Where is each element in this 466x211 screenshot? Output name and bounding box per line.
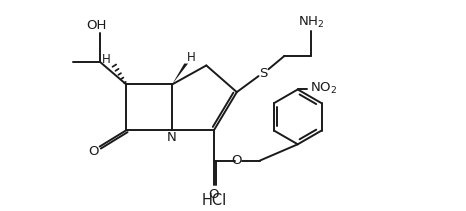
Text: S: S bbox=[259, 66, 267, 80]
Text: HCl: HCl bbox=[201, 193, 226, 208]
Text: NH$_2$: NH$_2$ bbox=[298, 15, 324, 30]
Text: N: N bbox=[167, 131, 177, 143]
Text: O: O bbox=[209, 188, 219, 202]
Text: O: O bbox=[232, 154, 242, 167]
Text: O: O bbox=[89, 145, 99, 158]
Text: H: H bbox=[187, 51, 195, 64]
Text: NO$_2$: NO$_2$ bbox=[309, 81, 337, 96]
Polygon shape bbox=[172, 64, 188, 84]
Text: OH: OH bbox=[87, 19, 107, 32]
Text: H: H bbox=[102, 53, 110, 66]
